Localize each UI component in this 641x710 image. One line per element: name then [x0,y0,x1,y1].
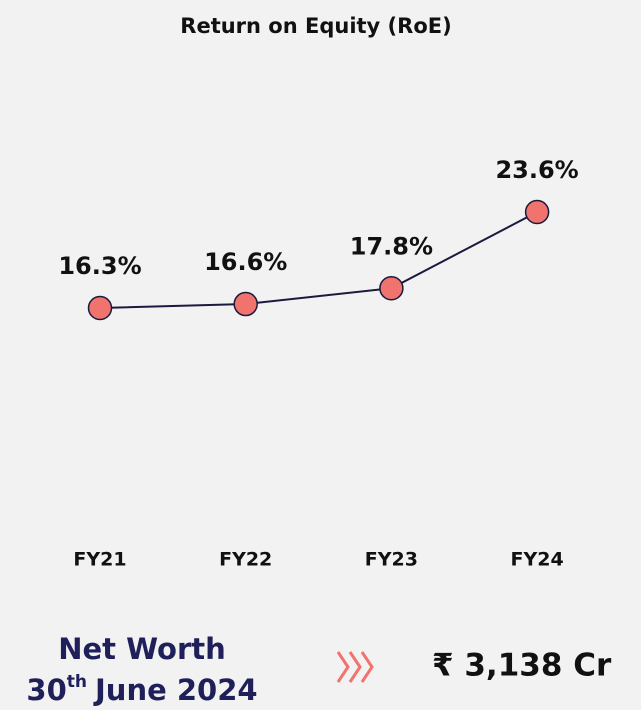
chart-title: Return on Equity (RoE) [180,14,451,38]
x-tick-label: FY22 [219,549,272,571]
x-tick-label: FY23 [365,549,418,571]
date-suffix: th [67,672,87,692]
date-day: 30 [26,673,66,707]
data-label: 23.6% [495,156,578,184]
data-label: 17.8% [350,232,433,260]
data-label: 16.3% [58,252,141,280]
data-label: 16.6% [204,248,287,276]
net-worth-date: 30th June 2024 [26,672,257,707]
net-worth-label: Net Worth [58,632,226,666]
marker [87,295,113,321]
line [99,211,538,309]
x-tick-label: FY24 [511,549,564,571]
date-rest: June 2024 [93,673,258,707]
marker [379,276,404,301]
x-tick-label: FY21 [73,549,126,571]
marker [233,291,258,317]
chevrons [336,651,374,683]
net-worth-value: ₹ 3,138 Cr [432,648,612,684]
marker [524,199,550,225]
